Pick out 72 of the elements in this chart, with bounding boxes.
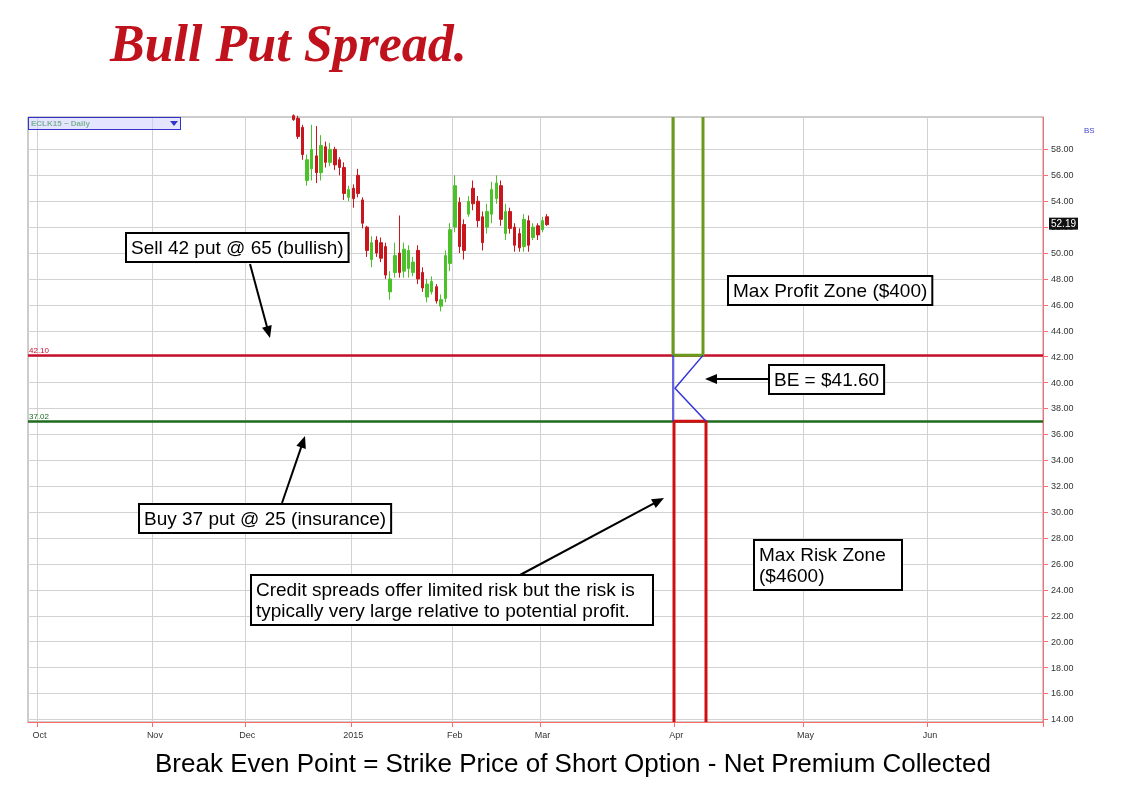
annotation: Max Profit Zone ($400) bbox=[733, 280, 928, 301]
annotation: Buy 37 put @ 25 (insurance) bbox=[144, 508, 387, 529]
candlestick bbox=[319, 134, 323, 181]
candlestick bbox=[545, 213, 549, 227]
y-tick-label: 48.00 bbox=[1051, 273, 1074, 284]
y-tick-label: 30.00 bbox=[1051, 507, 1074, 518]
candlestick bbox=[541, 216, 544, 233]
candlestick bbox=[504, 203, 507, 241]
x-tick-label: Apr bbox=[669, 729, 684, 740]
candlestick bbox=[495, 174, 498, 205]
y-tick-label: 44.00 bbox=[1051, 325, 1074, 336]
annotation: Credit spreads offer limited risk but the risk is typically very large relative to potential profit. bbox=[256, 579, 641, 621]
y-tick-label: 36.00 bbox=[1051, 429, 1074, 440]
x-tick-label: Nov bbox=[146, 729, 164, 740]
y-tick-label: 16.00 bbox=[1051, 688, 1074, 699]
y-tick-label: 38.00 bbox=[1051, 403, 1074, 414]
annotation: Max Risk Zone ($4600) bbox=[759, 544, 891, 586]
x-tick-label: Dec bbox=[239, 729, 256, 740]
y-tick-label: 18.00 bbox=[1051, 662, 1074, 673]
candlestick bbox=[435, 283, 438, 305]
y-tick-label: 24.00 bbox=[1051, 584, 1074, 595]
annotation: BE = $41.60 bbox=[774, 369, 880, 390]
y-tick-label: 34.00 bbox=[1051, 455, 1074, 466]
candlestick bbox=[499, 179, 503, 227]
y-tick-label: 46.00 bbox=[1051, 299, 1074, 310]
candlestick bbox=[536, 222, 540, 241]
y-tick-label: 20.00 bbox=[1051, 636, 1074, 647]
ref-line-label: 37.02 bbox=[29, 411, 50, 421]
candlestick bbox=[439, 293, 443, 312]
annotation: Sell 42 put @ 65 (bullish) bbox=[131, 237, 344, 258]
ref-line-label: 42.10 bbox=[29, 345, 50, 355]
text: Break Even Point = Strike Price of Short Option - Net Premium Collected bbox=[155, 748, 991, 778]
candlestick bbox=[518, 227, 521, 253]
candlestick bbox=[388, 270, 392, 301]
candlestick bbox=[522, 213, 526, 253]
candlestick bbox=[328, 142, 332, 167]
candlestick bbox=[370, 235, 373, 268]
candlestick bbox=[398, 214, 401, 279]
text: BS bbox=[1084, 125, 1095, 135]
x-tick-label: 2015 bbox=[343, 729, 364, 740]
candlestick bbox=[361, 196, 364, 229]
y-tick-label: 28.00 bbox=[1051, 533, 1074, 544]
y-tick-label: 32.00 bbox=[1051, 481, 1074, 492]
y-tick-label: 22.00 bbox=[1051, 610, 1074, 621]
x-tick-label: Oct bbox=[32, 729, 48, 740]
chart-title: Bull Put Spread. bbox=[109, 14, 467, 72]
candlestick bbox=[531, 222, 535, 241]
candlestick bbox=[365, 225, 369, 258]
candlestick bbox=[315, 125, 318, 184]
candlestick bbox=[347, 185, 350, 202]
y-tick-label: 58.00 bbox=[1051, 144, 1074, 155]
x-tick-label: Jun bbox=[922, 729, 938, 740]
candlestick bbox=[324, 141, 327, 169]
x-tick-label: Mar bbox=[534, 729, 551, 740]
candlestick bbox=[402, 242, 406, 279]
candlestick bbox=[342, 161, 346, 201]
y-tick-label: 14.00 bbox=[1051, 714, 1074, 725]
candlestick bbox=[425, 278, 429, 303]
y-tick-label: 56.00 bbox=[1051, 170, 1074, 181]
candlestick bbox=[453, 174, 457, 233]
x-tick-label: May bbox=[796, 729, 815, 740]
y-tick-label: 40.00 bbox=[1051, 377, 1074, 388]
annotation: ECLK15 ~ Daily bbox=[31, 118, 91, 128]
x-tick-label: Feb bbox=[447, 729, 463, 740]
candlestick bbox=[527, 214, 530, 253]
candlestick bbox=[467, 195, 470, 218]
candlestick bbox=[393, 242, 397, 279]
y-tick-label: 50.00 bbox=[1051, 248, 1074, 259]
y-tick-label: 42.00 bbox=[1051, 351, 1074, 362]
y-tick-label: 26.00 bbox=[1051, 558, 1074, 569]
y-tick-label: 54.00 bbox=[1051, 196, 1074, 207]
candlestick bbox=[333, 146, 337, 171]
